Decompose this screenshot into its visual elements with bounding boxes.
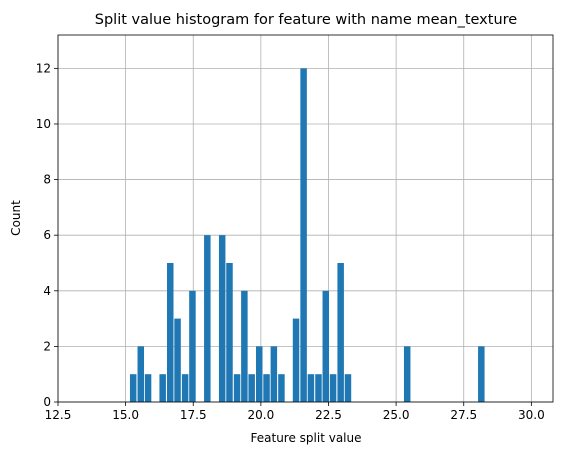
plot-frame [57,34,554,403]
x-tick-label: 30.0 [518,408,545,422]
y-tick-label: 4 [43,284,51,298]
x-tick-label: 27.5 [450,408,477,422]
bar [292,318,300,402]
bar [344,374,352,402]
x-tick-label: 20.0 [248,408,275,422]
bar [478,346,485,402]
chart-title: Split value histogram for feature with n… [95,12,518,28]
x-tick-label: 12.5 [45,408,72,422]
bar [181,374,189,402]
y-tick-label: 10 [36,117,51,131]
bar [159,374,166,402]
x-tick-label: 25.0 [383,408,410,422]
bar [256,346,263,402]
bar [226,262,233,402]
bar [322,290,330,402]
bar [137,346,145,402]
bar [403,346,411,402]
bar [144,374,152,402]
bar [204,235,211,402]
bars [129,68,485,402]
bar [167,262,174,402]
bar [278,374,285,402]
bar [270,346,278,402]
bar [174,318,181,402]
y-axis: 0 2 4 6 8 10 12 [36,61,58,409]
y-tick-label: 6 [43,228,51,242]
bar [248,374,255,402]
x-tick-label: 17.5 [180,408,207,422]
bar [307,374,315,402]
bar [218,235,226,402]
y-tick-label: 2 [43,339,51,353]
bar [337,262,344,402]
bar [300,68,307,402]
y-tick-label: 12 [36,61,51,75]
bar [233,374,241,402]
x-tick-label: 22.5 [315,408,342,422]
bar [241,290,248,402]
y-tick-label: 8 [43,173,51,187]
bar [263,374,270,402]
x-axis-title: Feature split value [251,431,362,445]
x-axis: 12.5 15.0 17.5 20.0 22.5 25.0 27.5 30.0 [45,402,545,422]
y-tick-label: 0 [43,395,51,409]
bar [329,374,337,402]
bar [189,290,196,402]
bar [315,374,322,402]
y-axis-title: Count [9,200,23,236]
x-tick-label: 15.0 [112,408,139,422]
bar [129,374,137,402]
